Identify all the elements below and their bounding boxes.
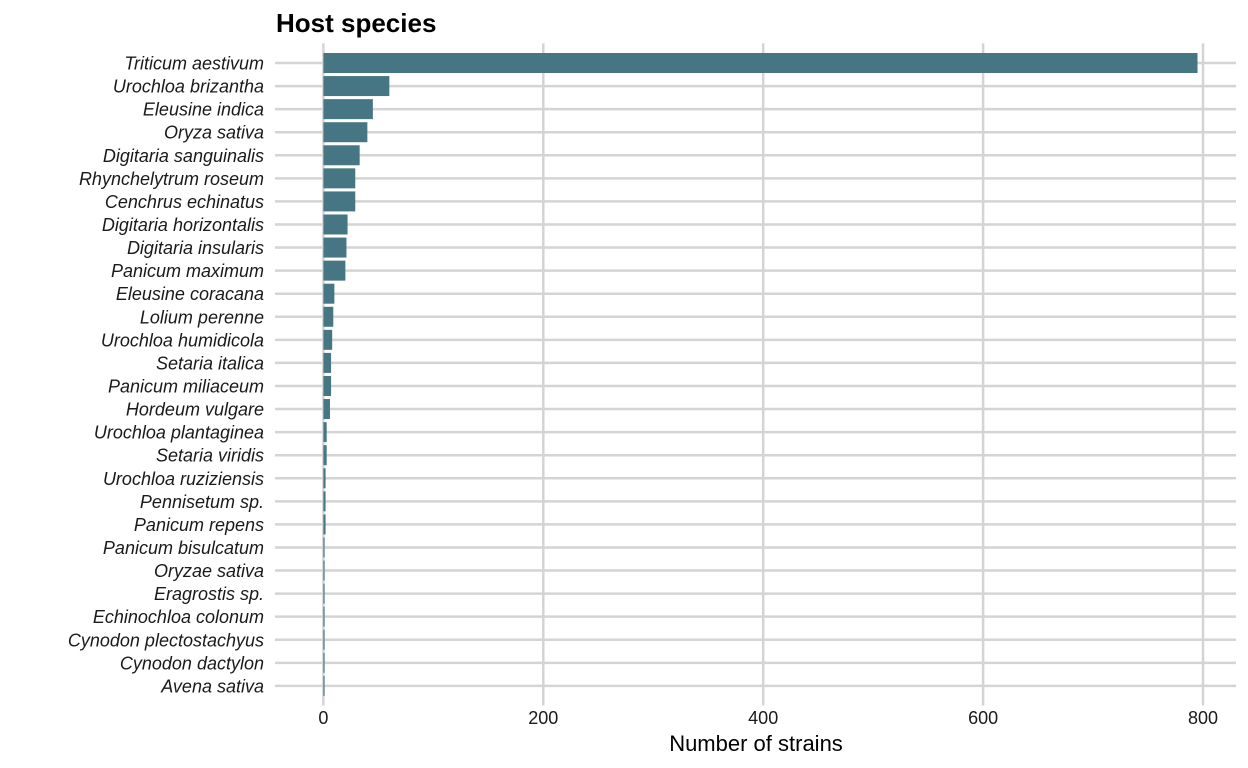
category-label: Hordeum vulgare xyxy=(126,400,264,420)
bar-hordeum-vulgare xyxy=(323,399,330,419)
bar-rhynchelytrum-roseum xyxy=(323,168,355,188)
bar-digitaria-insularis xyxy=(323,238,346,258)
x-axis-ticks: 0 200 400 600 800 xyxy=(318,708,1218,728)
bar-cynodon-plectostachyus xyxy=(323,630,324,650)
bar-lolium-perenne xyxy=(323,307,333,327)
category-label: Panicum maximum xyxy=(111,261,264,281)
category-label: Avena sativa xyxy=(160,676,264,696)
bar-eragrostis-sp- xyxy=(323,584,324,604)
category-label: Cynodon plectostachyus xyxy=(68,630,264,650)
category-label: Panicum bisulcatum xyxy=(103,538,264,558)
bar-urochloa-plantaginea xyxy=(323,422,326,442)
bar-cenchrus-echinatus xyxy=(323,191,355,211)
x-tick-label-600: 600 xyxy=(968,708,998,728)
bar-cynodon-dactylon xyxy=(323,653,324,673)
bar-urochloa-humidicola xyxy=(323,330,332,350)
bar-digitaria-horizontalis xyxy=(323,214,347,234)
bar-setaria-italica xyxy=(323,353,331,373)
bar-urochloa-ruziziensis xyxy=(323,468,325,488)
bar-eleusine-coracana xyxy=(323,284,334,304)
bar-pennisetum-sp- xyxy=(323,491,325,511)
category-label: Eleusine coracana xyxy=(116,284,264,304)
bar-oryza-sativa xyxy=(323,122,367,142)
category-label: Cynodon dactylon xyxy=(120,653,264,673)
bar-urochloa-brizantha xyxy=(323,76,389,96)
category-label: Setaria italica xyxy=(156,353,264,373)
bars xyxy=(323,53,1197,696)
bar-echinochloa-colonum xyxy=(323,607,324,627)
x-tick-label-800: 800 xyxy=(1188,708,1218,728)
bar-panicum-repens xyxy=(323,514,325,534)
category-label: Cenchrus echinatus xyxy=(105,192,264,212)
category-label: Digitaria sanguinalis xyxy=(103,146,264,166)
bar-panicum-miliaceum xyxy=(323,376,331,396)
category-label: Urochloa ruziziensis xyxy=(103,469,264,489)
category-label: Panicum miliaceum xyxy=(108,376,264,396)
bar-digitaria-sanguinalis xyxy=(323,145,359,165)
chart-title: Host species xyxy=(276,8,436,38)
category-label: Triticum aestivum xyxy=(124,54,264,74)
bar-panicum-maximum xyxy=(323,261,345,281)
category-label: Urochloa plantaginea xyxy=(94,423,264,443)
category-label: Rhynchelytrum roseum xyxy=(79,169,264,189)
x-tick-label-400: 400 xyxy=(748,708,778,728)
grid-lines xyxy=(275,43,1236,705)
category-label: Digitaria insularis xyxy=(127,238,264,258)
bar-avena-sativa xyxy=(323,676,324,696)
x-axis-label: Number of strains xyxy=(669,731,843,756)
category-label: Eleusine indica xyxy=(143,100,264,120)
category-label: Pennisetum sp. xyxy=(140,492,264,512)
bar-panicum-bisulcatum xyxy=(323,537,324,557)
category-label: Panicum repens xyxy=(134,515,264,535)
x-tick-label-200: 200 xyxy=(528,708,558,728)
category-label: Oryzae sativa xyxy=(154,561,264,581)
category-label: Oryza sativa xyxy=(164,123,264,143)
category-labels: Triticum aestivum Urochloa brizantha Eleus… xyxy=(68,54,264,697)
category-label: Setaria viridis xyxy=(156,446,264,466)
category-label: Urochloa brizantha xyxy=(113,77,264,97)
bar-triticum-aestivum xyxy=(323,53,1197,73)
category-label: Digitaria horizontalis xyxy=(102,215,264,235)
x-tick-label-0: 0 xyxy=(318,708,328,728)
category-label: Lolium perenne xyxy=(140,307,264,327)
category-label: Urochloa humidicola xyxy=(101,330,264,350)
category-label: Eragrostis sp. xyxy=(154,584,264,604)
bar-setaria-viridis xyxy=(323,445,326,465)
category-label: Echinochloa colonum xyxy=(93,607,264,627)
bar-eleusine-indica xyxy=(323,99,372,119)
bar-oryzae-sativa xyxy=(323,561,324,581)
